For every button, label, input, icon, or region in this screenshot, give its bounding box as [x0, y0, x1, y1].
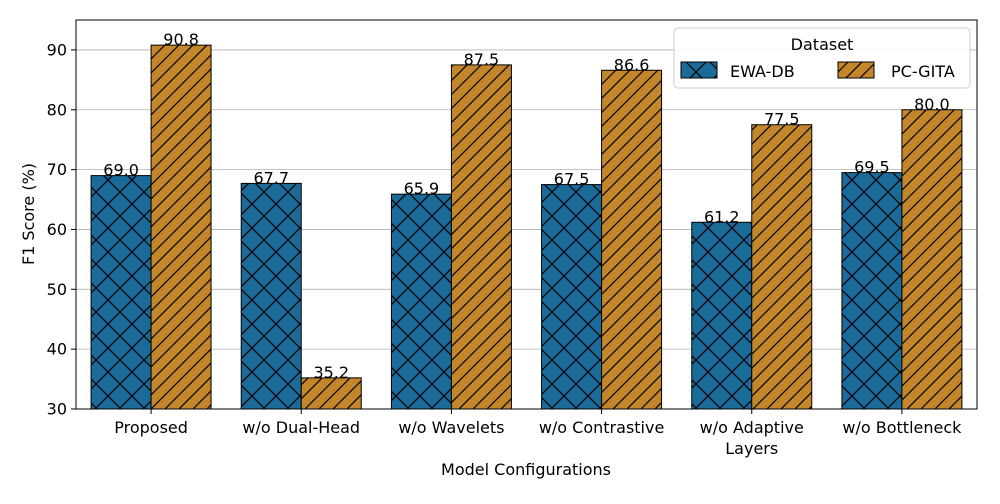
x-tick-label: w/o Contrastive [539, 418, 664, 437]
x-tick-label: w/o Dual-Head [242, 418, 360, 437]
bar-hatch-ewa-db [691, 221, 753, 410]
bar-hatch-pc-gita [150, 44, 212, 410]
bar-hatch-ewa-db [90, 175, 152, 410]
y-tick-label: 50 [47, 280, 67, 299]
legend-label-ewa-db: EWA-DB [730, 62, 795, 81]
y-tick-label: 80 [47, 100, 67, 119]
value-label-pc-gita: 86.6 [614, 55, 650, 74]
value-label-ewa-db: 69.0 [103, 161, 139, 180]
y-tick-label: 90 [47, 40, 67, 59]
legend-label-pc-gita: PC-GITA [891, 62, 955, 81]
legend-title: Dataset [791, 35, 854, 54]
bar-hatch-ewa-db [240, 182, 302, 410]
x-tick-label: w/o Bottleneck [842, 418, 962, 437]
x-tick-label: Proposed [114, 418, 188, 437]
y-tick-label: 70 [47, 160, 67, 179]
bar-hatch-ewa-db [841, 172, 903, 410]
value-label-ewa-db: 61.2 [704, 207, 740, 226]
value-label-ewa-db: 67.5 [554, 170, 590, 189]
value-label-ewa-db: 67.7 [253, 168, 289, 187]
value-label-pc-gita: 35.2 [313, 363, 349, 382]
plot-frame [75, 19, 978, 410]
bar-hatch-pc-gita [751, 124, 813, 410]
legend: Dataset EWA-DB PC-GITA [673, 27, 971, 89]
value-label-pc-gita: 87.5 [464, 50, 500, 69]
bar-hatch-pc-gita [601, 69, 663, 410]
x-axis-title: Model Configurations [441, 460, 611, 479]
legend-swatch-pc-gita-hatch [837, 61, 875, 79]
value-label-pc-gita: 77.5 [764, 110, 800, 129]
bar-hatch-ewa-db [541, 184, 603, 410]
x-tick-label: w/o Wavelets [398, 418, 504, 437]
y-tick-label: 60 [47, 220, 67, 239]
bar-hatch-pc-gita [300, 377, 362, 410]
legend-frame [673, 27, 971, 89]
y-tick-label: 40 [47, 340, 67, 359]
value-label-pc-gita: 90.8 [163, 30, 199, 49]
legend-swatch-ewa-db-hatch [680, 61, 718, 79]
value-label-ewa-db: 69.5 [854, 158, 890, 177]
value-label-ewa-db: 65.9 [404, 179, 440, 198]
bar-hatch-pc-gita [901, 109, 963, 410]
y-tick-label: 30 [47, 400, 67, 419]
bar-hatch-pc-gita [450, 64, 512, 410]
x-tick-label: w/o Adaptive Layers [700, 418, 804, 458]
value-label-pc-gita: 80.0 [914, 95, 950, 114]
y-axis-title: F1 Score (%) [19, 163, 38, 265]
bar-hatch-ewa-db [390, 193, 452, 410]
